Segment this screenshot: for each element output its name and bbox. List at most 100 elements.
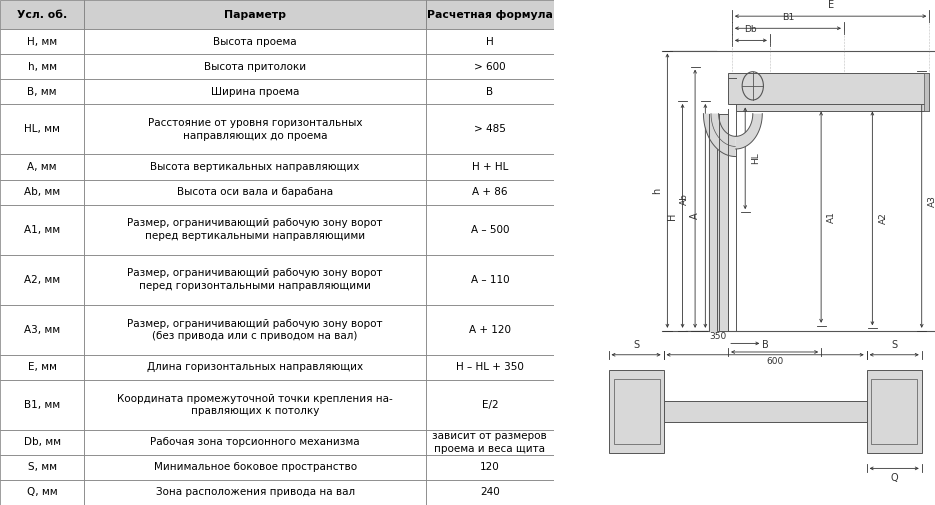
Bar — [426, 430, 554, 455]
Text: Длина горизонтальных направляющих: Длина горизонтальных направляющих — [147, 362, 363, 372]
Text: H: H — [667, 212, 677, 220]
Bar — [0, 179, 84, 205]
Bar — [0, 0, 84, 29]
Bar — [0, 430, 84, 455]
Bar — [426, 29, 554, 55]
Text: B: B — [762, 340, 769, 349]
Polygon shape — [736, 114, 762, 149]
Text: Q, мм: Q, мм — [27, 487, 57, 497]
Bar — [426, 155, 554, 179]
Bar — [84, 205, 426, 255]
Text: Высота проема: Высота проема — [213, 37, 297, 47]
Bar — [84, 29, 426, 55]
Bar — [0, 380, 84, 430]
Text: A: A — [690, 213, 699, 219]
Text: E/2: E/2 — [482, 400, 498, 410]
Text: h: h — [652, 187, 662, 194]
Text: Зона расположения привода на вал: Зона расположения привода на вал — [155, 487, 354, 497]
Text: Q: Q — [890, 474, 898, 483]
Text: H, мм: H, мм — [27, 37, 57, 47]
Text: A – 500: A – 500 — [470, 225, 510, 235]
Bar — [867, 370, 922, 453]
Bar — [84, 355, 426, 380]
Bar — [0, 79, 84, 105]
Bar — [0, 155, 84, 179]
Bar — [84, 55, 426, 79]
Bar — [0, 355, 84, 380]
Text: Размер, ограничивающий рабочую зону ворот
перед горизонтальными направляющими: Размер, ограничивающий рабочую зону воро… — [127, 269, 383, 291]
Text: Размер, ограничивающий рабочую зону ворот
(без привода или с приводом на вал): Размер, ограничивающий рабочую зону воро… — [127, 319, 383, 341]
Text: Ширина проема: Ширина проема — [211, 87, 299, 97]
Text: Db, мм: Db, мм — [23, 437, 61, 447]
Text: 350: 350 — [710, 332, 727, 341]
Bar — [84, 105, 426, 155]
Text: S: S — [633, 340, 640, 349]
Bar — [84, 430, 426, 455]
Bar — [0, 205, 84, 255]
Bar — [426, 305, 554, 355]
Bar — [426, 55, 554, 79]
Bar — [426, 255, 554, 305]
Bar — [0, 305, 84, 355]
Bar — [0, 480, 84, 505]
Bar — [871, 379, 917, 444]
Text: E, мм: E, мм — [28, 362, 56, 372]
Bar — [0, 55, 84, 79]
Text: В: В — [486, 87, 494, 97]
Bar — [736, 96, 929, 111]
Text: A + 120: A + 120 — [468, 325, 511, 335]
Polygon shape — [703, 114, 736, 157]
Bar — [84, 179, 426, 205]
Text: 120: 120 — [480, 463, 499, 473]
Text: A3: A3 — [928, 195, 935, 207]
Text: A1, мм: A1, мм — [24, 225, 60, 235]
Text: В, мм: В, мм — [27, 87, 57, 97]
Text: S, мм: S, мм — [27, 463, 57, 473]
Bar — [84, 0, 426, 29]
Bar — [426, 79, 554, 105]
Bar — [84, 305, 426, 355]
Text: Db: Db — [744, 25, 757, 34]
Bar — [84, 79, 426, 105]
Text: A3, мм: A3, мм — [24, 325, 60, 335]
Text: Рабочая зона торсионного механизма: Рабочая зона торсионного механизма — [151, 437, 360, 447]
Bar — [84, 380, 426, 430]
Text: h, мм: h, мм — [27, 62, 57, 72]
Text: Координата промежуточной точки крепления на-
правляющих к потолку: Координата промежуточной точки крепления… — [117, 394, 393, 416]
Bar — [426, 205, 554, 255]
Bar — [426, 105, 554, 155]
Text: Высота оси вала и барабана: Высота оси вала и барабана — [177, 187, 333, 197]
Text: Усл. об.: Усл. об. — [17, 10, 67, 20]
Text: H: H — [486, 37, 494, 47]
Text: A + 86: A + 86 — [472, 187, 508, 197]
Text: B1: B1 — [782, 13, 794, 22]
Text: А, мм: А, мм — [27, 162, 57, 172]
Text: HL, мм: HL, мм — [24, 124, 60, 134]
Text: Параметр: Параметр — [224, 10, 286, 20]
Text: Расчетная формула: Расчетная формула — [427, 10, 553, 20]
Text: 240: 240 — [480, 487, 499, 497]
Text: Ab, мм: Ab, мм — [24, 187, 60, 197]
Bar — [664, 401, 867, 422]
Text: Расстояние от уровня горизонтальных
направляющих до проема: Расстояние от уровня горизонтальных напр… — [148, 118, 363, 140]
Text: A1: A1 — [827, 211, 836, 223]
Text: > 485: > 485 — [474, 124, 506, 134]
Bar — [426, 380, 554, 430]
Bar — [728, 73, 929, 104]
Bar — [84, 255, 426, 305]
Bar — [84, 455, 426, 480]
Bar — [426, 179, 554, 205]
Text: Высота притолоки: Высота притолоки — [204, 62, 307, 72]
Bar — [84, 155, 426, 179]
Bar — [717, 114, 728, 331]
Bar — [84, 480, 426, 505]
Text: > 600: > 600 — [474, 62, 506, 72]
Bar — [0, 255, 84, 305]
Text: A – 110: A – 110 — [470, 275, 510, 285]
Bar — [426, 0, 554, 29]
Text: 600: 600 — [766, 357, 784, 366]
Text: H + HL: H + HL — [471, 162, 508, 172]
Text: зависит от размеров
проема и веса щита: зависит от размеров проема и веса щита — [433, 431, 547, 453]
Text: H – HL + 350: H – HL + 350 — [456, 362, 524, 372]
Text: Высота вертикальных направляющих: Высота вертикальных направляющих — [151, 162, 360, 172]
